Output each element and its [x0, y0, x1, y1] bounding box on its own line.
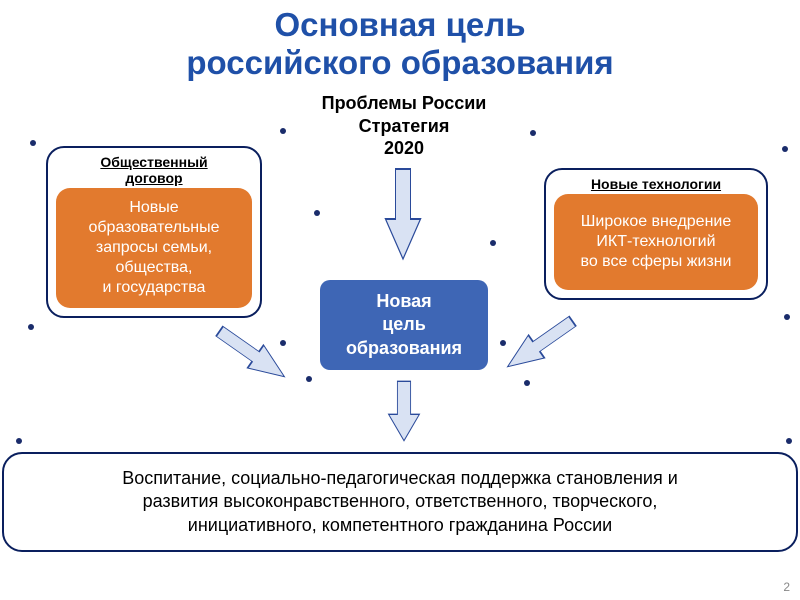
left-label-line2: договор [125, 170, 182, 186]
left-label-line1: Общественный [100, 154, 207, 170]
decorative-dot [524, 380, 530, 386]
decorative-dot [500, 340, 506, 346]
right-box-label: Новые технологии [554, 176, 758, 192]
decorative-dot [782, 146, 788, 152]
title-line2: российского образования [186, 44, 613, 81]
page-number: 2 [783, 580, 790, 594]
arrow-left-diag-icon [204, 312, 299, 395]
right-box-inner: Широкое внедрениеИКТ-технологийво все сф… [554, 194, 758, 290]
top-mid-line1: Проблемы России [322, 93, 487, 113]
title-line1: Основная цель [275, 6, 526, 43]
arrow-right-diag-icon [492, 302, 587, 385]
decorative-dot [30, 140, 36, 146]
decorative-dot [784, 314, 790, 320]
decorative-dot [28, 324, 34, 330]
right-box: Новые технологии Широкое внедрениеИКТ-те… [544, 168, 768, 300]
decorative-dot [314, 210, 320, 216]
top-mid-line3: 2020 [384, 138, 424, 158]
center-box: Новаяцельобразования [320, 280, 488, 370]
top-mid-line2: Стратегия [359, 116, 450, 136]
decorative-dot [280, 340, 286, 346]
decorative-dot [786, 438, 792, 444]
left-box-inner: Новыеобразовательныезапросы семьи,общест… [56, 188, 252, 308]
arrow-center-down-icon [382, 378, 426, 444]
slide-title: Основная цель российского образования [0, 0, 800, 82]
right-label-line1: Новые технологии [591, 176, 721, 192]
decorative-dot [16, 438, 22, 444]
left-box: Общественный договор Новыеобразовательны… [46, 146, 262, 318]
left-box-label: Общественный договор [56, 154, 252, 186]
arrow-top-down-icon [378, 164, 428, 264]
decorative-dot [280, 128, 286, 134]
bottom-box: Воспитание, социально-педагогическая под… [2, 452, 798, 552]
decorative-dot [306, 376, 312, 382]
top-middle-text: Проблемы России Стратегия 2020 [304, 92, 504, 160]
decorative-dot [530, 130, 536, 136]
decorative-dot [490, 240, 496, 246]
